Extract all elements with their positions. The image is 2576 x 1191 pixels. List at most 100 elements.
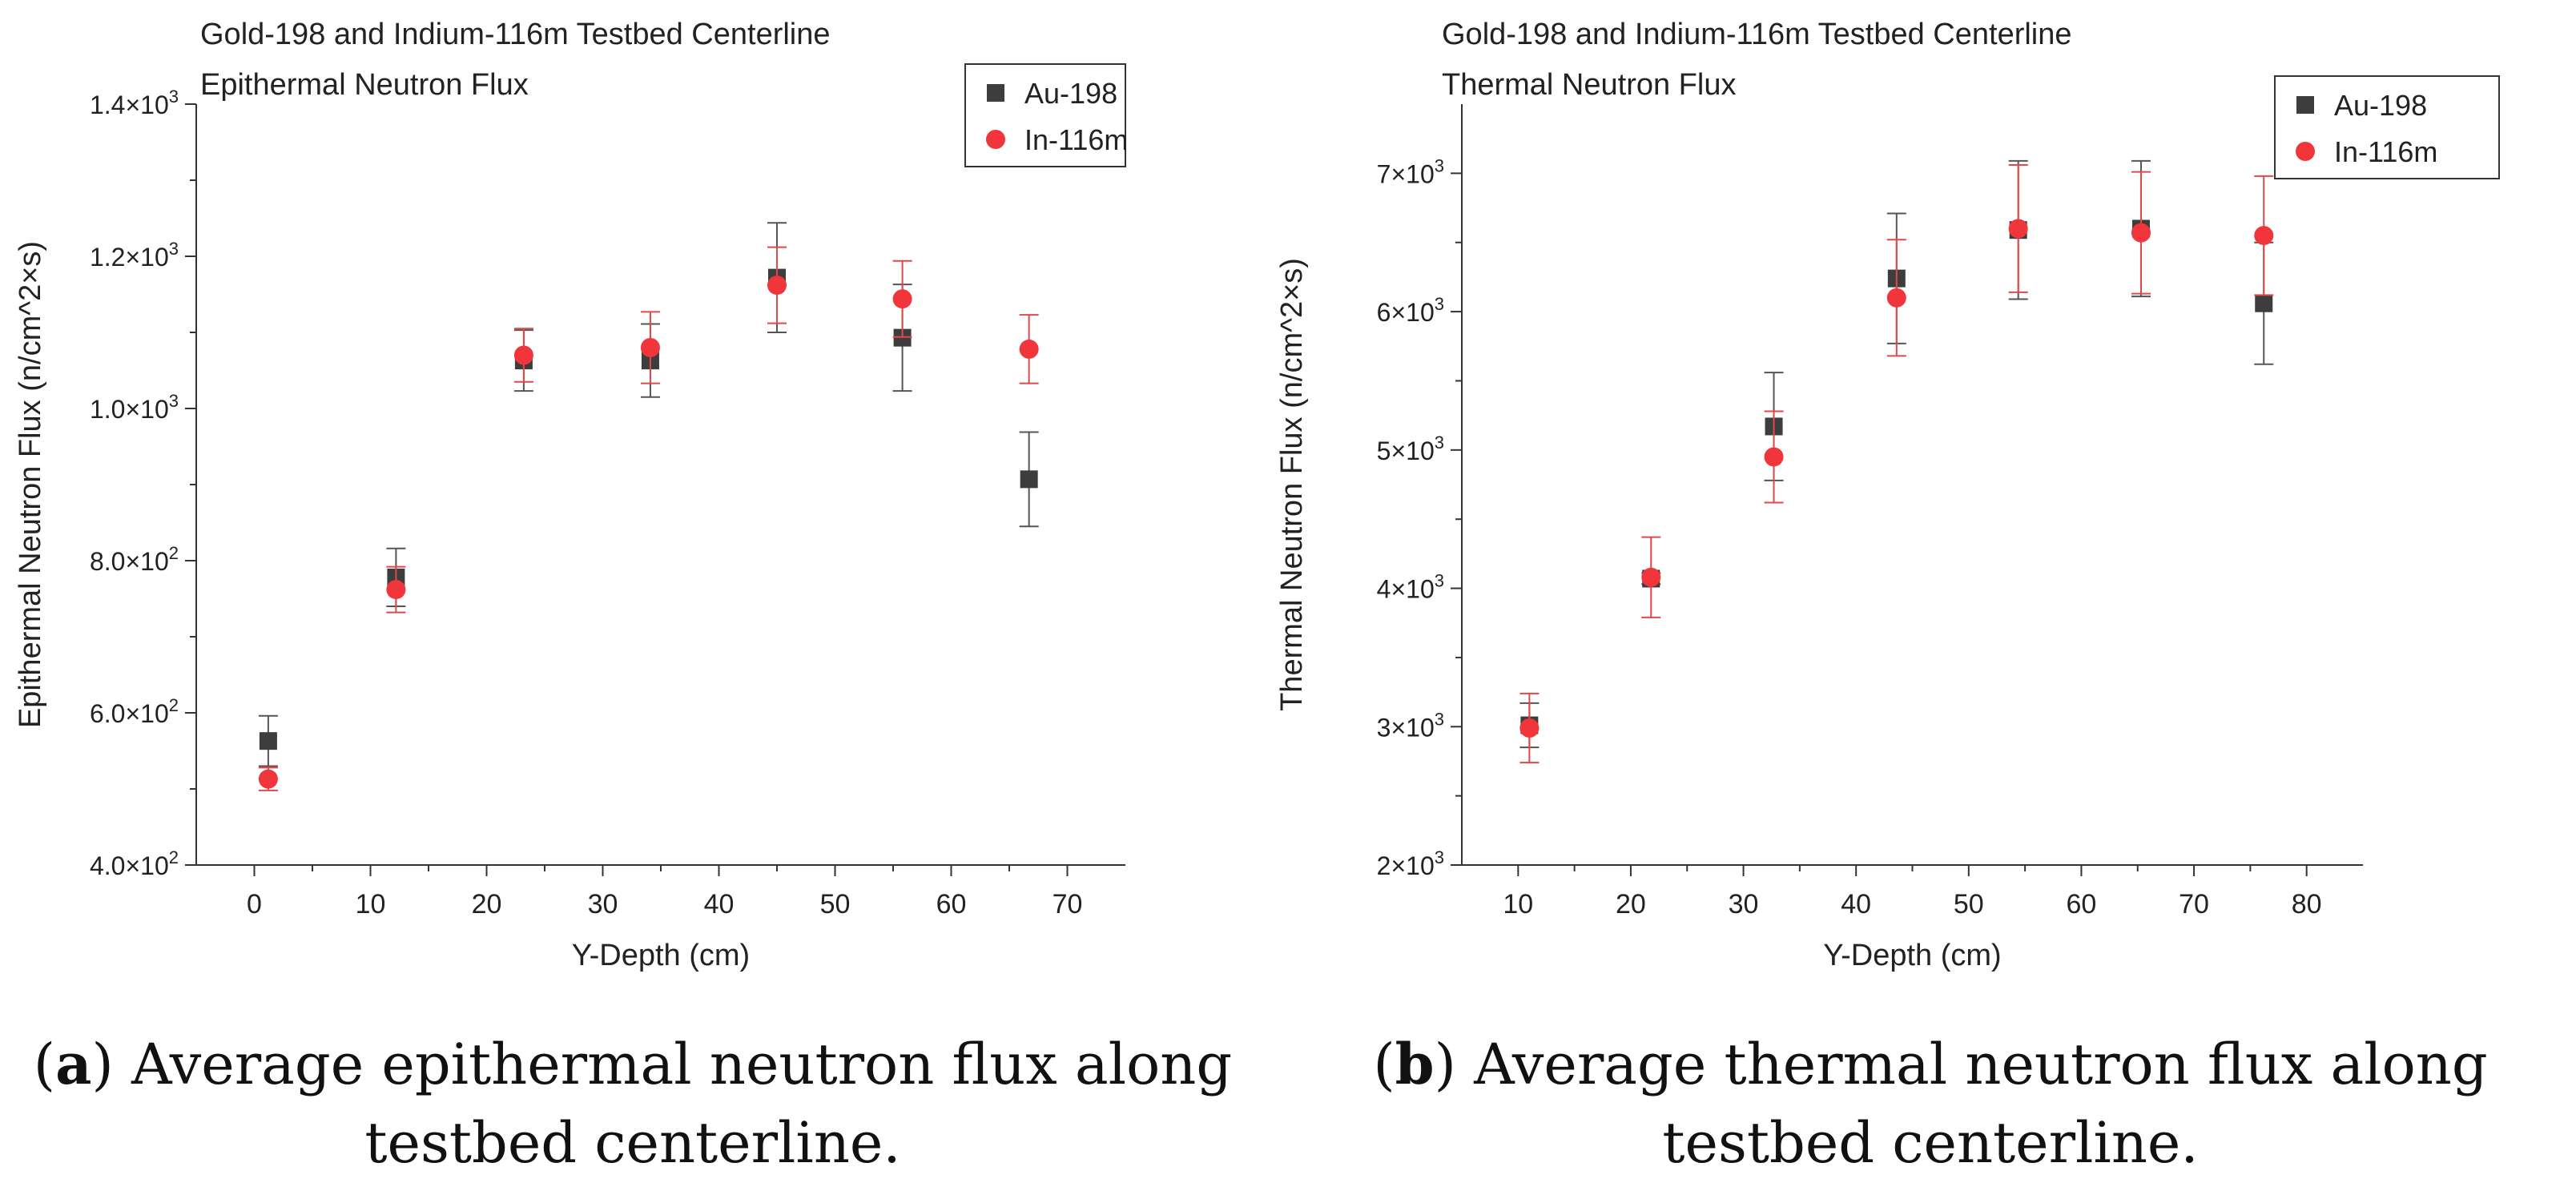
chart-subtitle: Thermal Neutron Flux [1442,68,1736,102]
x-tick-label: 10 [1503,889,1533,919]
y-tick-mantissa: 7×10 [1377,159,1435,188]
data-point [2131,223,2151,243]
y-tick-exponent: 2 [169,847,179,867]
y-tick-exponent: 2 [169,543,179,563]
x-tick-label: 10 [356,889,386,919]
x-axis-label: Y-Depth (cm) [572,939,750,972]
legend-marker-in116m [986,130,1005,149]
y-tick-mantissa: 3×10 [1377,713,1435,742]
caption-b: (b) Average thermal neutron flux along t… [1373,1031,2488,1176]
y-tick-exponent: 3 [1435,847,1444,867]
x-axis-label: Y-Depth (cm) [1823,939,2001,972]
series-au-198 [258,222,1039,767]
series-in-116m [258,246,1039,791]
chart-title: Gold-198 and Indium-116m Testbed Centerl… [200,18,831,51]
x-tick-label: 30 [1729,889,1759,919]
caption-a: (a) Average epithermal neutron flux alon… [33,1031,1233,1176]
y-tick-exponent: 3 [1435,294,1444,314]
y-tick-exponent: 3 [169,239,179,259]
y-tick-label: 6.0×102 [90,695,179,728]
chart-subtitle: Epithermal Neutron Flux [200,68,529,102]
caption-b-text: Average thermal neutron flux along testb… [1455,1032,2488,1176]
y-tick-mantissa: 4×10 [1377,575,1435,604]
x-tick-label: 70 [1053,889,1083,919]
y-tick-exponent: 3 [169,391,179,411]
x-tick-label: 60 [936,889,967,919]
y-tick-label: 1.2×103 [90,239,179,272]
y-tick-label: 2×103 [1377,847,1444,880]
x-tick-label: 50 [820,889,851,919]
y-tick-exponent: 2 [169,695,179,715]
legend-label: Au-198 [1024,77,1117,110]
y-tick-mantissa: 1.4×10 [90,91,169,119]
data-point [640,338,660,357]
legend-marker-au198 [2296,96,2314,114]
y-tick-label: 4.0×102 [90,847,179,880]
data-point [1020,470,1038,489]
y-tick-mantissa: 4.0×10 [90,851,169,880]
y-tick-label: 8.0×102 [90,543,179,576]
x-tick-label: 60 [2067,889,2097,919]
y-tick-mantissa: 5×10 [1377,437,1435,465]
x-tick-label: 40 [1841,889,1871,919]
x-tick-label: 20 [1616,889,1646,919]
y-tick-exponent: 3 [1435,155,1444,175]
y-tick-mantissa: 8.0×10 [90,547,169,576]
data-point [892,289,912,309]
y-tick-mantissa: 1.0×10 [90,395,169,424]
x-tick-label: 80 [2292,889,2322,919]
chart-thermal: Gold-198 and Indium-116m Testbed Centerl… [1275,18,2500,972]
data-point [767,276,787,296]
caption-a-text: Average epithermal neutron flux along te… [113,1032,1233,1176]
y-tick-label: 3×103 [1377,709,1444,742]
data-point [258,769,278,789]
chart-title: Gold-198 and Indium-116m Testbed Centerl… [1442,18,2072,51]
x-tick-label: 0 [247,889,262,919]
y-tick-exponent: 3 [1435,433,1444,453]
caption-b-label: b [1395,1031,1435,1097]
y-tick-label: 6×103 [1377,294,1444,327]
legend-marker-in116m [2296,142,2315,161]
y-axis-label: Epithermal Neutron Flux (n/cm^2×s) [14,241,47,728]
legend-box [964,63,1126,167]
data-point [2255,294,2273,312]
y-tick-exponent: 3 [1435,709,1444,729]
x-tick-label: 70 [2179,889,2209,919]
data-point [2008,219,2028,239]
data-point [1764,447,1784,467]
legend-label: In-116m [1024,123,1128,156]
y-axis-label: Thermal Neutron Flux (n/cm^2×s) [1275,258,1309,711]
data-point [386,580,406,600]
y-tick-label: 7×103 [1377,155,1444,188]
legend: Au-198 In-116m [2274,75,2500,179]
y-tick-exponent: 3 [169,87,179,107]
data-point [1641,567,1661,587]
legend-marker-au198 [987,84,1004,102]
caption-a-label: a [55,1031,92,1097]
y-tick-mantissa: 2×10 [1377,851,1435,880]
data-point [1886,288,1906,308]
legend-label: Au-198 [2334,89,2427,122]
legend-label: In-116m [2334,135,2437,168]
y-tick-label: 1.4×103 [90,87,179,119]
y-tick-label: 1.0×103 [90,391,179,424]
data-point [1519,718,1540,738]
data-point [259,732,277,750]
legend-box [2274,75,2500,179]
data-point [1019,339,1039,359]
series-in-116m [1519,164,2274,764]
y-tick-exponent: 3 [1435,571,1444,591]
y-tick-mantissa: 6×10 [1377,298,1435,327]
chart-epithermal: Gold-198 and Indium-116m Testbed Centerl… [14,18,1128,972]
x-tick-label: 20 [472,889,502,919]
data-point [2254,226,2274,246]
y-tick-label: 5×103 [1377,433,1444,465]
x-tick-label: 30 [588,889,618,919]
y-tick-mantissa: 1.2×10 [90,243,169,272]
legend: Au-198 In-116m [964,63,1128,167]
data-point [513,345,533,365]
x-tick-label: 40 [704,889,735,919]
y-tick-mantissa: 6.0×10 [90,699,169,728]
y-tick-label: 4×103 [1377,571,1444,604]
